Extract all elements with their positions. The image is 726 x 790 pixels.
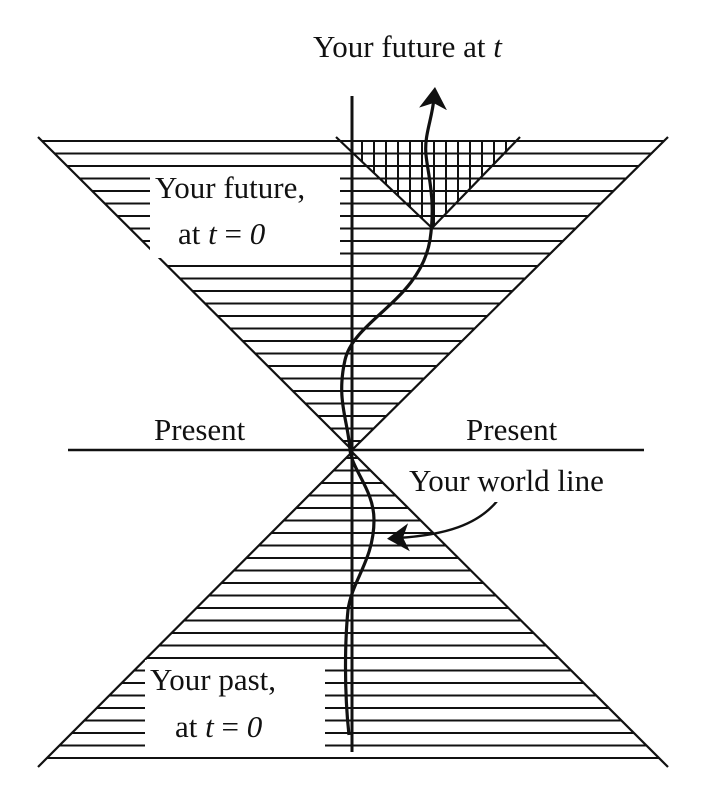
world-line-pointer-arrow: [387, 499, 499, 552]
world-line-label: Your world line: [409, 463, 604, 498]
past-cone-right-edge: [351, 451, 669, 768]
future-at-t-right-edge: [431, 136, 521, 229]
past-t0-label-mask: [145, 660, 325, 750]
present-left-label: Present: [154, 412, 246, 447]
future-t0-label-line2: at t = 0: [178, 216, 266, 251]
future-cone-right-edge: [351, 136, 669, 451]
future-at-t-left-edge: [335, 136, 433, 229]
present-right-label: Present: [466, 412, 558, 447]
future-at-t-hatching: [361, 142, 507, 226]
world-line: [340, 87, 447, 736]
world-line-label-mask: [405, 462, 625, 502]
past-t0-label-line1: Your past,: [150, 662, 276, 697]
future-at-t-label: Your future at t: [313, 29, 503, 64]
future-t0-label-line1: Your future,: [155, 170, 305, 205]
past-t0-label-line2: at t = 0: [175, 709, 263, 744]
past-cone-left-edge: [37, 451, 353, 768]
future-t0-label-mask: [150, 168, 340, 258]
future-cone-left-edge: [37, 136, 353, 451]
